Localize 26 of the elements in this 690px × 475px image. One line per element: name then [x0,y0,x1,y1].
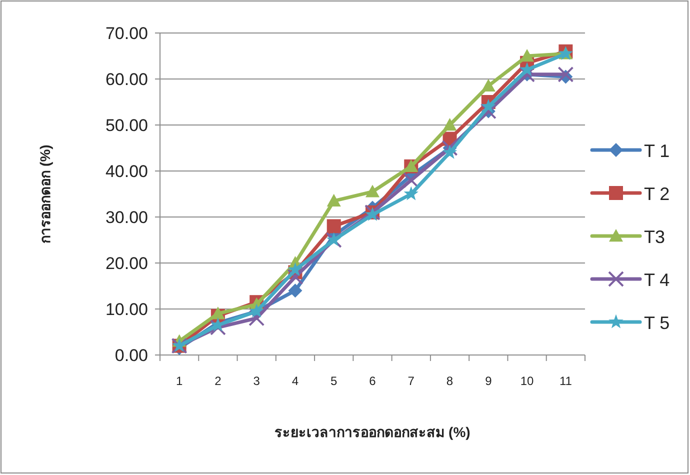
y-tick-label: 30.00 [105,208,148,227]
x-tick-label: 8 [446,374,454,388]
x-tick-label: 7 [408,374,415,388]
legend-label: T 2 [644,184,670,204]
x-tick-label: 4 [292,374,299,388]
x-tick-label: 2 [214,374,222,388]
x-tick-label: 5 [330,374,338,388]
x-tick-label: 11 [559,374,572,388]
y-axis-title: การออกดอก (%) [37,144,53,244]
y-tick-label: 20.00 [105,254,148,273]
y-tick-label: 10.00 [105,300,148,319]
x-tick-label: 1 [176,374,183,388]
x-tick-label: 3 [253,374,260,388]
y-tick-label: 60.00 [105,70,148,89]
x-axis-title: ระยะเวลาการออกดอกสะสม (%) [274,424,470,440]
y-tick-label: 0.00 [114,346,148,365]
y-tick-label: 50.00 [105,116,148,135]
legend-label: T 1 [644,141,670,161]
legend-label: T 4 [644,270,670,290]
legend-label: T3 [644,227,666,247]
legend-label: T 5 [644,313,670,333]
y-tick-label: 40.00 [105,162,148,181]
y-tick-label: 70.00 [105,24,148,43]
x-tick-label: 6 [369,374,376,388]
x-tick-label: 9 [485,374,492,388]
x-tick-label: 10 [520,374,534,388]
